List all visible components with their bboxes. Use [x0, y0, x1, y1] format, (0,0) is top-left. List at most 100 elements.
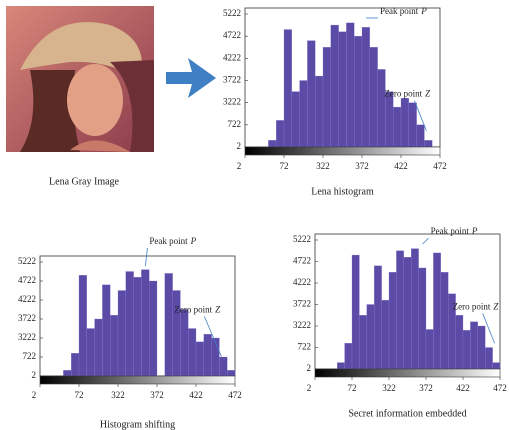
annotation-symbol: Z [215, 305, 221, 315]
histogram-bar [362, 27, 370, 147]
histogram-bar [354, 36, 362, 147]
histogram-bar [396, 251, 403, 369]
histogram-bar [165, 273, 173, 376]
y-tick-label: 722 [23, 351, 37, 361]
histogram-bar [292, 92, 300, 147]
histogram-bar [126, 272, 134, 377]
histogram-bar [204, 334, 212, 376]
y-tick-label: 2 [307, 363, 312, 373]
x-tick-label: 2 [237, 161, 242, 171]
annotation-symbol: P [420, 6, 427, 16]
histogram-bar [404, 257, 411, 369]
y-tick-label: 3222 [223, 97, 241, 107]
lena-image [6, 6, 154, 152]
y-tick-label: 3722 [223, 75, 241, 85]
y-tick-label: 3222 [18, 332, 36, 342]
histogram-bar [110, 315, 118, 376]
histogram-bar [323, 47, 331, 147]
histogram-bar [463, 330, 470, 369]
y-tick-label: 5222 [223, 8, 241, 18]
histogram-bar [385, 92, 393, 147]
figure: Lena Gray Image 272232223722422247225222… [0, 0, 509, 430]
x-tick-label: 372 [355, 161, 369, 171]
y-tick-label: 4222 [293, 277, 311, 287]
annotation-symbol: P [190, 236, 197, 246]
histogram-bar [149, 281, 157, 376]
histogram-bar [456, 315, 463, 369]
y-tick-label: 4222 [223, 52, 241, 62]
histogram-bar [339, 32, 347, 147]
x-tick-label: 322 [316, 161, 330, 171]
annotation-symbol: Z [425, 89, 431, 99]
histogram-bar [378, 69, 386, 147]
histogram-bar [470, 322, 477, 369]
y-tick-label: 722 [228, 119, 242, 129]
histogram-bar [419, 268, 426, 369]
histogram-bar [268, 140, 276, 147]
x-tick-label: 72 [280, 161, 289, 171]
histogram-bar [141, 270, 149, 376]
histogram-bar [173, 291, 181, 377]
histogram-bar [352, 255, 359, 369]
x-tick-label: 472 [228, 390, 242, 400]
histogram-bar [63, 370, 71, 376]
chart-caption: Lena histogram [311, 186, 374, 197]
chart-caption: Secret information embedded [348, 408, 466, 419]
y-tick-label: 2 [237, 141, 242, 151]
annotation-text: Zero point [453, 301, 491, 311]
x-tick-label: 422 [456, 383, 470, 393]
annotation-text: Zero point [174, 305, 212, 315]
histogram-bar [180, 310, 188, 377]
annotation-text: Peak point [380, 6, 419, 16]
histogram-bar [219, 357, 227, 376]
histogram-bar [196, 342, 204, 376]
y-tick-label: 4722 [18, 275, 36, 285]
histogram-bar [424, 140, 432, 147]
annotation: Zero pointZ [384, 89, 431, 99]
x-tick-label: 472 [493, 383, 507, 393]
histogram-bar [212, 338, 220, 376]
annotation-symbol: Z [493, 301, 499, 311]
histogram-bar [370, 47, 378, 147]
annotation-text: Peak point [149, 236, 188, 246]
annotation-text: Peak point [431, 226, 470, 236]
histogram-bar [409, 103, 417, 147]
histogram-bar [393, 107, 401, 147]
x-tick-label: 322 [111, 390, 125, 400]
histogram-bar [227, 370, 235, 376]
y-tick-label: 3722 [293, 299, 311, 309]
y-tick-label: 3722 [18, 313, 36, 323]
histogram-bar [315, 76, 323, 147]
histogram-bar [337, 363, 344, 369]
y-tick-label: 5222 [293, 234, 311, 244]
x-tick-label: 422 [394, 161, 408, 171]
histogram-bar [411, 249, 418, 369]
process-arrow [166, 58, 216, 98]
histogram-bar [478, 326, 485, 369]
histogram-bar [307, 41, 315, 147]
histogram-bar [382, 300, 389, 369]
histogram-bar [134, 277, 142, 376]
histogram-bar [188, 329, 196, 377]
x-tick-label: 2 [307, 383, 312, 393]
x-tick-label: 72 [75, 390, 84, 400]
histogram-bar [485, 348, 492, 370]
x-tick-label: 472 [433, 161, 447, 171]
histogram-bar [367, 305, 374, 370]
annotation-symbol: P [471, 226, 478, 236]
annotation-arrow [423, 238, 429, 244]
histogram-bar [276, 120, 284, 147]
histogram-bar [87, 329, 95, 377]
chart-caption: Histogram shifting [100, 419, 175, 430]
histogram-bar [345, 343, 352, 369]
histogram-bar [118, 291, 126, 377]
histogram-bar [71, 353, 79, 376]
x-tick-label: 372 [150, 390, 164, 400]
histogram-bar [417, 125, 425, 147]
x-tick-label: 422 [189, 390, 203, 400]
histogram-bar [493, 363, 500, 369]
annotation-text: Zero point [384, 89, 422, 99]
